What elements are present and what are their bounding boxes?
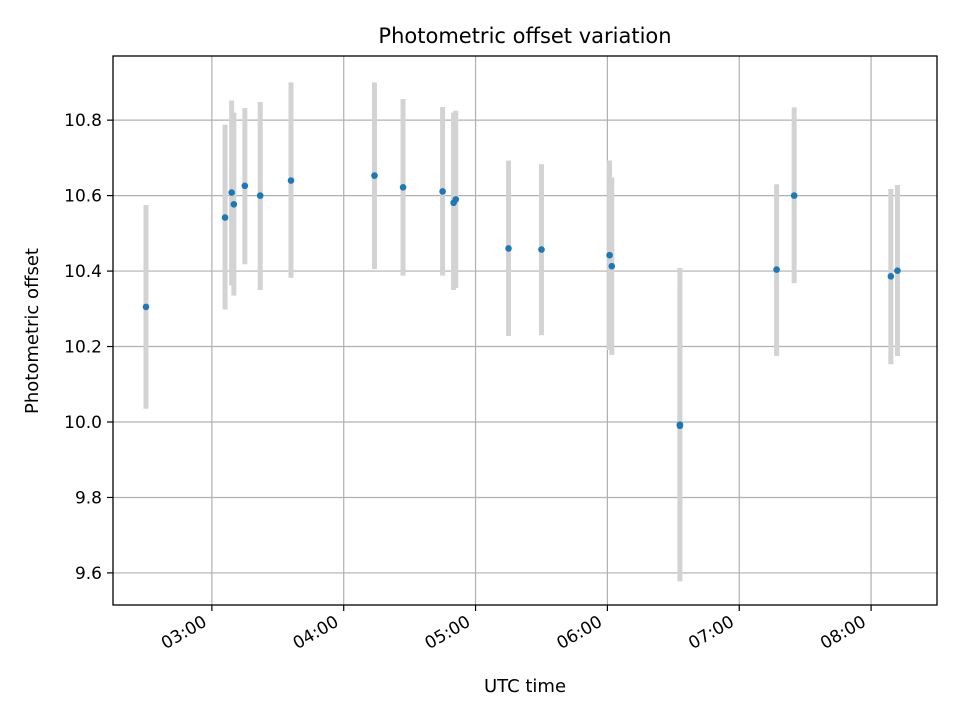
data-point (676, 422, 684, 430)
data-point (452, 196, 460, 203)
data-point (287, 177, 295, 184)
data-point (221, 214, 229, 221)
data-point (228, 189, 235, 196)
data-point (894, 267, 901, 274)
data-point (241, 182, 249, 190)
y-tick-label: 10.6 (64, 187, 102, 207)
y-tick-label: 9.6 (75, 564, 102, 584)
data-point (439, 188, 446, 195)
y-tick-label: 10.0 (64, 413, 102, 433)
data-point (230, 200, 238, 208)
chart-title: Photometric offset variation (378, 24, 671, 48)
y-axis-title: Photometric offset (22, 248, 43, 414)
y-tick-label: 10.8 (64, 111, 102, 131)
data-points (142, 172, 901, 430)
data-point (606, 251, 613, 259)
y-tick-label: 10.2 (64, 338, 102, 358)
y-tick-label: 10.4 (64, 262, 102, 282)
data-point (399, 184, 407, 191)
y-axis-ticks: 9.6 9.8 10.0 10.2 10.4 10.6 10.8 (64, 111, 113, 584)
data-point (505, 245, 512, 252)
data-point (773, 266, 780, 273)
y-tick-label: 9.8 (75, 488, 102, 508)
data-point (142, 303, 150, 311)
plot-area-frame (112, 55, 938, 606)
x-axis-title: UTC time (484, 676, 566, 697)
data-point (256, 192, 264, 199)
data-point (538, 246, 545, 253)
grid-lines (113, 56, 937, 605)
data-point (608, 262, 616, 270)
data-point (371, 172, 378, 179)
data-point (887, 273, 895, 280)
data-point (790, 192, 798, 199)
